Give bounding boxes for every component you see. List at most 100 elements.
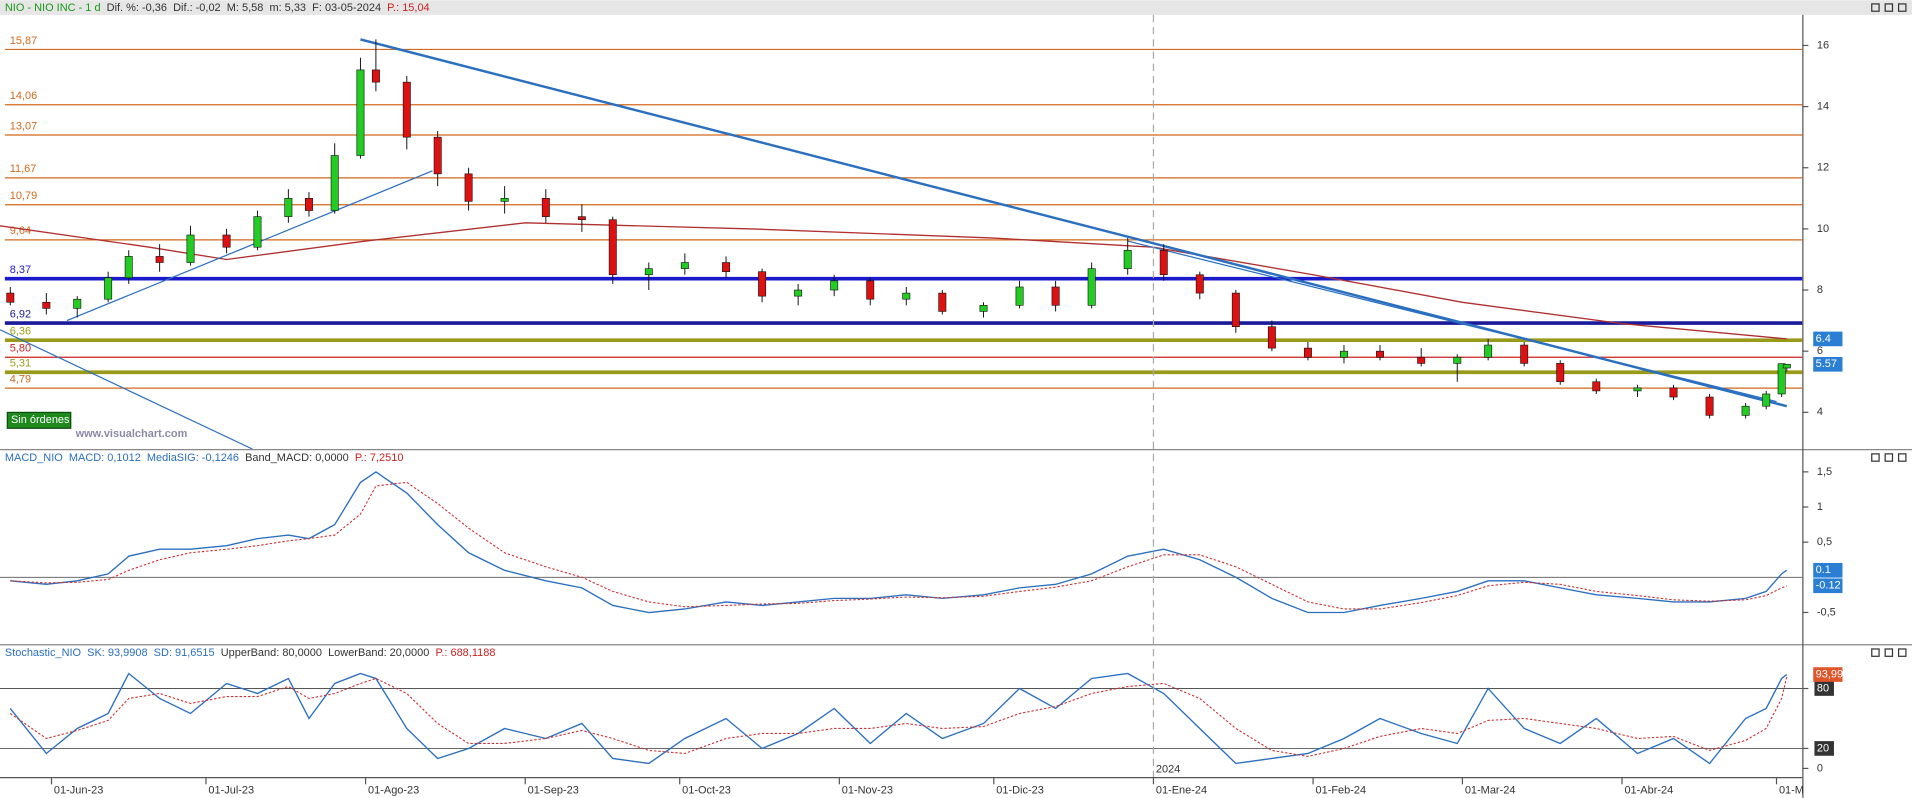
y-tick-label: 80 bbox=[1817, 682, 1829, 694]
panel-header: MACD_NIO MACD: 0,1012 MediaSIG: -0,1246 Ban… bbox=[5, 452, 404, 464]
value-badge bbox=[1813, 356, 1843, 372]
header-item: MACD_NIO bbox=[5, 452, 63, 464]
candle-body bbox=[42, 301, 51, 309]
minimize[interactable] bbox=[1871, 648, 1880, 657]
candle-body bbox=[902, 292, 911, 300]
x-tick-label: 01-Jul-23 bbox=[208, 784, 254, 796]
indicator-line bbox=[10, 471, 1788, 614]
y-tick-label: 4 bbox=[1817, 406, 1823, 418]
candle-body bbox=[794, 289, 803, 297]
candle-body bbox=[1762, 393, 1771, 407]
value-badge-label: -0.12 bbox=[1816, 580, 1841, 592]
maximize[interactable] bbox=[1884, 3, 1894, 12]
header-item: Stochastic_NIO bbox=[5, 647, 81, 659]
x-tick-label: 01-Feb-24 bbox=[1316, 784, 1367, 796]
header-bar bbox=[0, 450, 1912, 465]
header-item: M: 5,58 bbox=[227, 2, 264, 14]
x-tick-label: 01-Abr-24 bbox=[1624, 784, 1673, 796]
candle-body bbox=[1159, 249, 1168, 276]
candle-body bbox=[830, 280, 839, 291]
x-tick-label: 01-Mar-24 bbox=[1465, 784, 1516, 796]
candle-body bbox=[1520, 344, 1529, 364]
minimize[interactable] bbox=[1871, 3, 1880, 12]
y-tick-label: 8 bbox=[1817, 284, 1823, 296]
y-tick-label: 1,5 bbox=[1817, 466, 1832, 478]
candle-body bbox=[1051, 286, 1060, 306]
level-label: 5,80 bbox=[10, 343, 31, 355]
value-badge-label: 6.4 bbox=[1816, 333, 1831, 345]
header-item: NIO - NIO INC - 1 d bbox=[5, 2, 101, 14]
header-item: SK: 93,9908 bbox=[87, 647, 147, 659]
header-item: MediaSIG: -0,1246 bbox=[147, 452, 239, 464]
panel-header: Stochastic_NIO SK: 93,9908 SD: 91,6515 Uppe… bbox=[5, 647, 496, 659]
x-tick-label: 01-Nov-23 bbox=[842, 784, 893, 796]
year-label: 2024 bbox=[1156, 764, 1180, 776]
candle-body bbox=[1376, 350, 1384, 358]
moving-average bbox=[0, 222, 1787, 340]
level-label: 5,31 bbox=[10, 358, 31, 370]
orders-box bbox=[6, 411, 72, 429]
minimize[interactable] bbox=[1871, 453, 1880, 462]
candle-body bbox=[304, 198, 313, 211]
candle-body bbox=[644, 268, 653, 276]
maximize[interactable] bbox=[1884, 453, 1894, 462]
maximize[interactable] bbox=[1884, 648, 1894, 657]
candle-body bbox=[6, 292, 15, 303]
candle-body bbox=[680, 262, 689, 269]
x-tick-label: 01-Dic-23 bbox=[996, 784, 1044, 796]
candle-body bbox=[722, 262, 731, 272]
candle-body bbox=[73, 298, 82, 309]
level-label: 4,79 bbox=[10, 374, 31, 386]
indicator-line bbox=[10, 481, 1787, 610]
value-badge bbox=[1813, 578, 1843, 594]
candle-body bbox=[866, 280, 875, 300]
header-item: P.: 688,1188 bbox=[435, 647, 495, 659]
candle-body bbox=[1633, 387, 1642, 392]
header-item: Dif. %: -0,36 bbox=[107, 2, 167, 14]
candle-body bbox=[253, 216, 262, 248]
candle-body bbox=[356, 69, 365, 156]
header-bar bbox=[0, 645, 1912, 660]
candle-body bbox=[1777, 363, 1786, 395]
level-label: 10,79 bbox=[10, 190, 37, 202]
candle-body bbox=[938, 292, 947, 312]
candle-body bbox=[979, 305, 988, 312]
header-bar bbox=[0, 0, 1912, 15]
candle-body bbox=[1484, 344, 1493, 358]
candle-body bbox=[1087, 268, 1096, 306]
value-badge bbox=[1813, 667, 1843, 682]
trend-line bbox=[1127, 240, 1777, 403]
candle-body bbox=[1592, 381, 1601, 392]
trend-line bbox=[0, 329, 253, 450]
candle-body bbox=[1741, 405, 1750, 416]
x-tick-label: 01-Oct-23 bbox=[682, 784, 731, 796]
y-tick-label: 0 bbox=[1817, 762, 1823, 774]
candle-body bbox=[1782, 364, 1791, 369]
close[interactable] bbox=[1897, 453, 1907, 462]
header-item: LowerBand: 20,0000 bbox=[328, 647, 429, 659]
candle-body bbox=[371, 69, 380, 83]
close[interactable] bbox=[1897, 3, 1907, 12]
trend-line bbox=[66, 170, 433, 322]
candle-body bbox=[1231, 292, 1240, 328]
y-tick-label: 1 bbox=[1817, 501, 1823, 513]
level-label: 11,67 bbox=[10, 163, 37, 175]
candle-body bbox=[1340, 350, 1348, 358]
candle-body bbox=[1015, 286, 1024, 306]
y-tick-label: 0,5 bbox=[1817, 536, 1832, 548]
header-item: Band_MACD: 0,0000 bbox=[245, 452, 349, 464]
window-buttons[interactable] bbox=[1871, 3, 1907, 657]
candle-body bbox=[758, 271, 767, 297]
candle-body bbox=[1669, 387, 1678, 398]
orders-label: Sin órdenes bbox=[11, 414, 70, 426]
x-tick-label: 01-Ene-24 bbox=[1156, 784, 1207, 796]
close[interactable] bbox=[1897, 648, 1907, 657]
candle-body bbox=[284, 198, 293, 217]
candle-body bbox=[1123, 249, 1132, 269]
header-item: Dif.: -0,02 bbox=[173, 2, 221, 14]
header-item: m: 5,33 bbox=[269, 2, 306, 14]
header-item: UpperBand: 80,0000 bbox=[221, 647, 322, 659]
value-badge bbox=[1813, 562, 1843, 578]
